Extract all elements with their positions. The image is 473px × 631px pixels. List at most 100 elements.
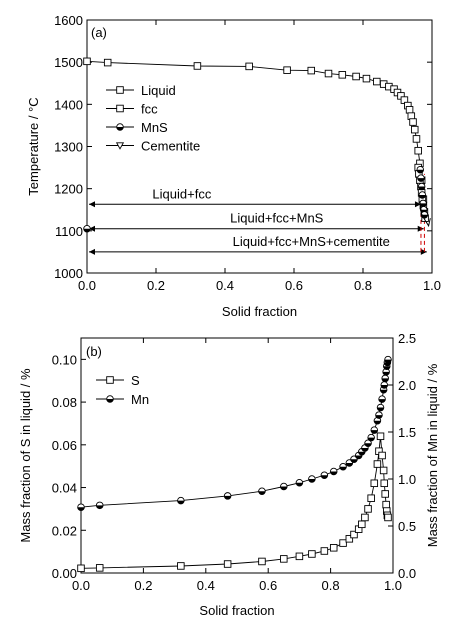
panel-b-data-point (177, 496, 185, 505)
panel-a-data-point (352, 72, 360, 81)
panel-a-x-tick-label: 1.0 (423, 278, 441, 293)
panel-b-data-point (308, 550, 316, 558)
panel-b-legend-marker (106, 395, 114, 403)
panel-b-data-point-fill (370, 430, 378, 434)
panel-b-data-point-fill (378, 399, 386, 403)
panel-b-legend-marker (106, 376, 114, 384)
panel-b-data-point (375, 411, 383, 419)
panel-b-left-y-ticks: 0.00 0.02 0.04 0.06 0.08 0.10 (52, 352, 86, 581)
panel-b-data-point-fill (380, 389, 387, 393)
panel-a-data-point-fill (419, 203, 427, 207)
panel-b-y-tick-label: 0.10 (52, 352, 77, 367)
panel-b-data-point (373, 460, 382, 468)
panel-b-mass-fraction-chart: (b) 0.0 0.2 0.4 0.6 0.8 1.0 0.000.020.040.060… (18, 331, 440, 618)
panel-b-label: (b) (86, 344, 102, 359)
panel-b-y-tick-label: 0.00 (52, 566, 77, 581)
panel-b-data-point-fill (380, 385, 388, 389)
panel-a-end-curve (419, 201, 431, 228)
panel-b-data-point (384, 355, 392, 364)
panel-a-data-point-fill (83, 228, 91, 233)
panel-b-data-point-fill (339, 466, 347, 471)
panel-b-data-point (367, 494, 375, 502)
panel-b-data-point (77, 564, 85, 573)
panel-b-data-point-fill (384, 362, 391, 366)
panel-b-data-point-fill (361, 447, 369, 452)
panel-b-data-point (345, 535, 354, 543)
panel-b-legend: S Mn (96, 373, 149, 407)
panel-a-legend-label: fcc (141, 102, 158, 117)
panel-a-data-point-fill (416, 169, 424, 173)
panel-b-data-point-fill (258, 491, 266, 495)
panel-b-x-ticks: 0.0 0.2 0.4 0.6 0.8 1.0 (72, 338, 402, 593)
panel-b-y2-tick-label: 0.5 (398, 519, 416, 534)
panel-b-data-point (364, 505, 372, 513)
panel-b-legend-marker-fill (106, 399, 114, 403)
panel-b-data-point (339, 463, 347, 471)
panel-a-phase-arrowhead-right (420, 248, 427, 255)
panel-b-data-point-fill (382, 371, 390, 376)
panel-b-legend-label: Mn (131, 392, 149, 407)
panel-b-data-point (361, 513, 369, 522)
panel-b-data-point-fill (177, 500, 185, 504)
panel-b-data-point-fill (96, 505, 104, 509)
panel-b-x-tick-label: 0.8 (322, 578, 340, 593)
panel-a-data-point (405, 106, 414, 114)
panel-a-legend-marker (116, 104, 124, 113)
panel-b-data-point-fill (377, 407, 384, 411)
panel-a-data-point (416, 165, 425, 174)
panel-a-data-point (414, 146, 422, 155)
panel-b-data-point-fill (77, 507, 85, 511)
panel-a-data-point (373, 77, 381, 86)
panel-a-data-point (283, 66, 291, 74)
panel-a-x-axis-title: Solid fraction (222, 304, 297, 319)
panel-b-data-point (376, 403, 385, 412)
panel-a-legend-marker-fill (116, 127, 124, 131)
panel-b-data-point (378, 395, 386, 403)
panel-a-y-tick-label: 1400 (54, 97, 83, 112)
panel-b-data-point (223, 492, 232, 500)
panel-a-phase-label: Liquid+fcc (152, 186, 211, 201)
panel-a-phase-arrowhead-left (89, 225, 95, 232)
panel-a-data-point (103, 58, 112, 67)
panel-b-data-point-fill (381, 378, 389, 382)
panel-b-data-point-fill (367, 437, 375, 441)
panel-a-phase-arrowhead-right (414, 201, 421, 208)
panel-b-data-point (95, 501, 104, 510)
panel-b-data-point-fill (350, 459, 358, 463)
panel-b-data-point-fill (224, 495, 231, 500)
panel-a-temperature-chart: (a) 0.0 0.2 0.4 0.6 0.8 1.0 10001100120013001… (26, 13, 441, 319)
panel-b-y2-tick-label: 1.5 (398, 425, 416, 440)
panel-a-phase-arrowhead-left (89, 248, 95, 255)
panel-a-x-tick-label: 0.2 (147, 278, 165, 293)
panel-a-data-point (412, 135, 421, 143)
panel-a-x-tick-label: 0.4 (216, 278, 234, 293)
panel-a-data-point (417, 182, 426, 191)
panel-b-data-point (329, 544, 338, 552)
panel-a-legend-marker (115, 142, 125, 150)
panel-a-x-tick-label: 0.6 (285, 278, 303, 293)
panel-b-data-point (373, 416, 382, 425)
panel-b-y-tick-label: 0.08 (52, 395, 77, 410)
panel-b-data-point (367, 433, 375, 442)
panel-b-data-point (364, 439, 372, 448)
panel-b-data-point (258, 487, 266, 495)
panel-a-x-tick-label: 0.8 (354, 278, 372, 293)
panel-a-data-point-fill (419, 194, 426, 199)
panel-a-data-point (83, 57, 91, 66)
panel-a-y-tick-label: 1000 (54, 266, 83, 281)
panel-b-x-axis-title: Solid fraction (199, 603, 274, 618)
panel-a-y-tick-label: 1300 (54, 140, 83, 155)
panel-a-data-point (324, 69, 333, 78)
panel-b-data-point-fill (384, 359, 392, 363)
panel-a-data-point (411, 125, 419, 134)
panel-a-legend: Liquid fcc MnS Cementite (106, 83, 200, 154)
panel-a-x-tick-label: 0.0 (78, 278, 96, 293)
panel-b-data-point (308, 475, 316, 483)
panel-b-data-point (358, 520, 366, 529)
panel-b-data-point-fill (308, 479, 316, 483)
panel-b-data-point (177, 562, 185, 570)
panel-b-data-point-fill (364, 443, 372, 447)
panel-a-phase-annotations: Liquid+fcc Liquid+fcc+MnS Liquid+fcc+MnS+c… (89, 186, 427, 255)
panel-a-legend-marker (116, 123, 124, 131)
